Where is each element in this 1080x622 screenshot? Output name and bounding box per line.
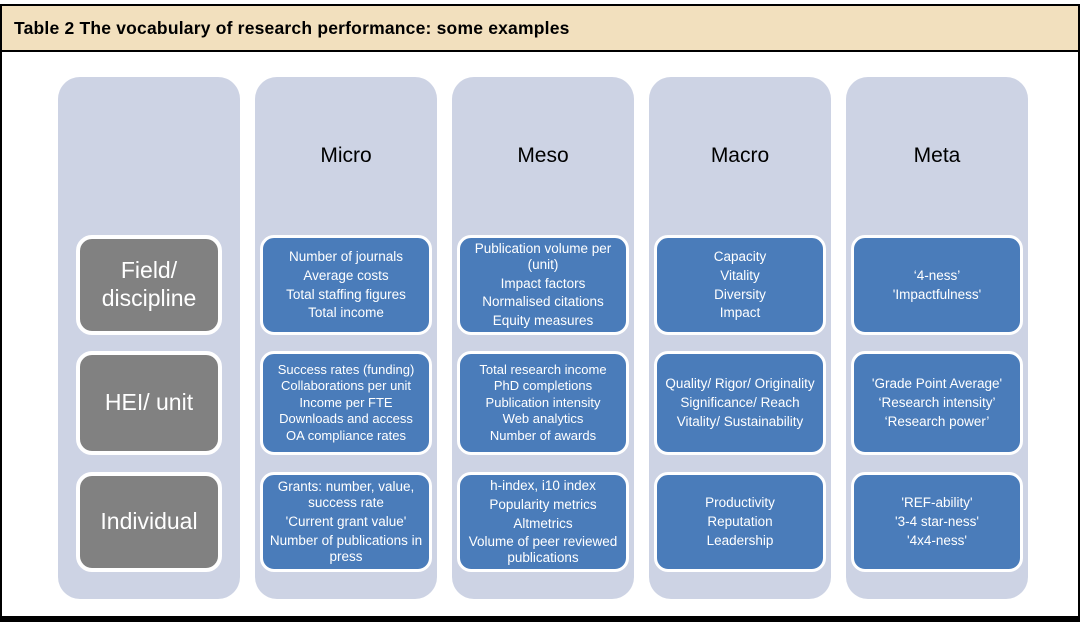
cell-hei-macro: Quality/ Rigor/ Originality Significance/…: [654, 351, 826, 455]
cell-slot: Number of journals Average costs Total sta…: [260, 235, 432, 335]
cell-field-meta: ‘4-ness’ 'Impactfulness': [851, 235, 1023, 335]
table-title: Table 2 The vocabulary of research perfo…: [2, 6, 1078, 52]
cell-slot: Success rates (funding) Collaborations pe…: [260, 351, 432, 455]
cell-slot: Total research income PhD completions Publ…: [457, 351, 629, 455]
cell-field-meso: Publication volume per (unit) Impact fact…: [457, 235, 629, 335]
cell-slot: 'Grade Point Average' ‘Research intensity…: [851, 351, 1023, 455]
column-meso: Meso Publication volume per (unit) Impact…: [452, 77, 634, 599]
cell-slot: Grants: number, value, success rate 'Curr…: [260, 472, 432, 572]
cell-field-micro: Number of journals Average costs Total sta…: [260, 235, 432, 335]
row-header-field-discipline: Field/discipline: [76, 235, 222, 335]
row-header-slot: Field/discipline: [63, 235, 235, 335]
column-header-meso: Meso: [517, 144, 569, 167]
cell-slot: Productivity Reputation Leadership: [654, 472, 826, 572]
cell-hei-meso: Total research income PhD completions Publ…: [457, 351, 629, 455]
cell-slot: h-index, i10 index Popularity metrics Altm…: [457, 472, 629, 572]
row-header-column: Field/discipline HEI/ unit Individual: [58, 77, 240, 599]
cell-slot: 'REF-ability' '3-4 star-ness' '4x4-ness': [851, 472, 1023, 572]
cell-hei-micro: Success rates (funding) Collaborations pe…: [260, 351, 432, 455]
row-header-individual: Individual: [76, 472, 222, 572]
column-header-meta: Meta: [913, 144, 961, 167]
row-header-slot: Individual: [63, 472, 235, 572]
cell-slot: ‘4-ness’ 'Impactfulness': [851, 235, 1023, 335]
row-header-slot: HEI/ unit: [63, 351, 235, 455]
cell-individual-meta: 'REF-ability' '3-4 star-ness' '4x4-ness': [851, 472, 1023, 572]
column-header-micro: Micro: [320, 144, 372, 167]
column-micro: Micro Number of journals Average costs Tot…: [255, 77, 437, 599]
column-header-macro: Macro: [710, 144, 770, 167]
column-header-empty: [58, 77, 240, 235]
cell-individual-meso: h-index, i10 index Popularity metrics Altm…: [457, 472, 629, 572]
table-figure: Table 2 The vocabulary of research perfo…: [0, 4, 1080, 622]
row-header-hei-unit: HEI/ unit: [76, 351, 222, 455]
cell-individual-micro: Grants: number, value, success rate 'Curr…: [260, 472, 432, 572]
cell-slot: Quality/ Rigor/ Originality Significance/…: [654, 351, 826, 455]
cell-hei-meta: 'Grade Point Average' ‘Research intensity…: [851, 351, 1023, 455]
table-body: Field/discipline HEI/ unit Individual Mi…: [2, 52, 1078, 612]
cell-field-macro: Capacity Vitality Diversity Impact: [654, 235, 826, 335]
column-meta: Meta ‘4-ness’ 'Impactfulness' 'Grade Poin…: [846, 77, 1028, 599]
column-macro: Macro Capacity Vitality Diversity Impact Qu…: [649, 77, 831, 599]
cell-slot: Capacity Vitality Diversity Impact: [654, 235, 826, 335]
cell-slot: Publication volume per (unit) Impact fact…: [457, 235, 629, 335]
cell-individual-macro: Productivity Reputation Leadership: [654, 472, 826, 572]
